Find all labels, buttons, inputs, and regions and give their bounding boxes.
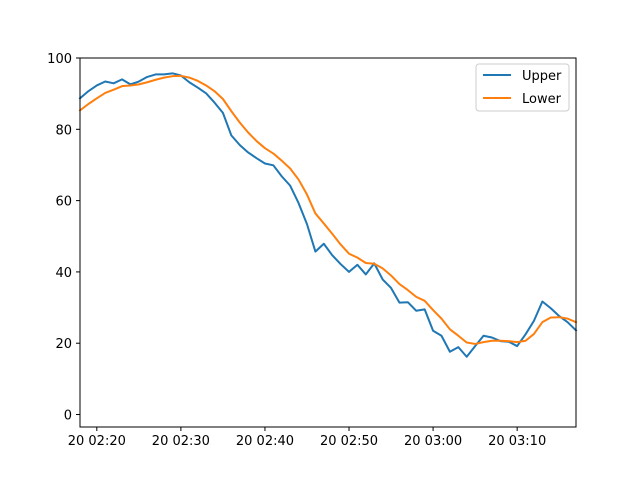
plot-area xyxy=(80,58,576,427)
x-tick-label: 20 02:50 xyxy=(320,434,378,449)
x-tick-label: 20 02:30 xyxy=(152,434,210,449)
x-tick-label: 20 02:40 xyxy=(236,434,294,449)
series-line-lower xyxy=(78,74,578,345)
y-tick-label: 60 xyxy=(55,195,72,210)
legend-label-upper: Upper xyxy=(522,69,562,84)
legend-label-lower: Lower xyxy=(522,92,562,107)
x-tick-label: 20 03:00 xyxy=(404,434,462,449)
plot-background xyxy=(80,58,576,427)
legend: Upper Lower xyxy=(475,63,570,112)
y-tick-label: 20 xyxy=(55,337,72,352)
y-tick-label: 100 xyxy=(47,52,72,67)
y-tick-label: 0 xyxy=(64,409,72,424)
series-lines xyxy=(78,72,578,358)
x-tick-label: 20 03:10 xyxy=(488,434,546,449)
series-line-upper xyxy=(78,72,578,358)
axes: 20 02:20 20 02:30 20 02:40 20 02:50 20 03:00… xyxy=(47,52,577,449)
y-tick-label: 80 xyxy=(55,123,72,138)
y-tick-label: 40 xyxy=(55,266,72,281)
x-tick-label: 20 02:20 xyxy=(68,434,126,449)
axes-frame xyxy=(79,57,577,428)
